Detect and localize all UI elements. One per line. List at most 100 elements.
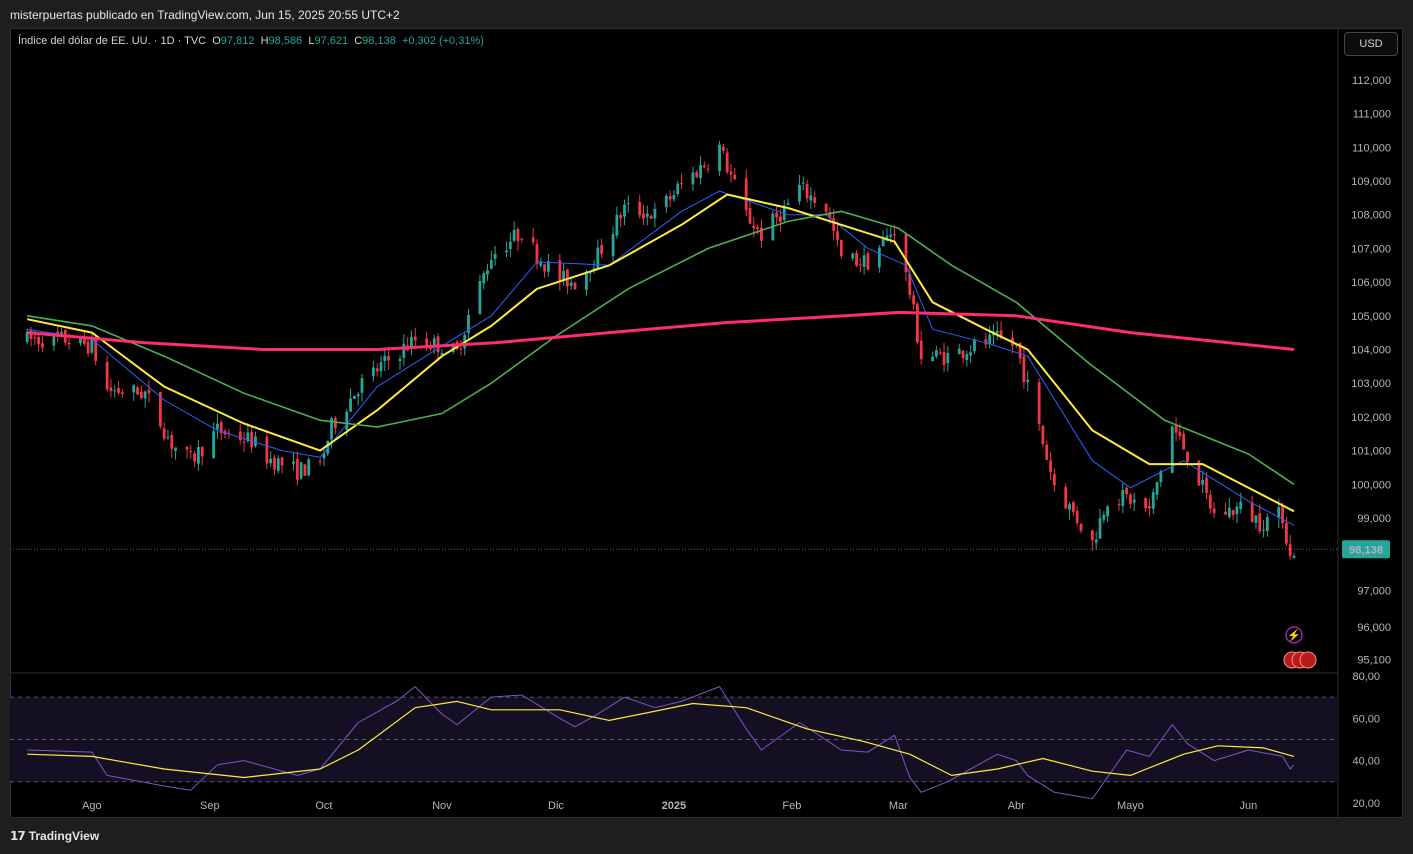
candle-body: [322, 453, 326, 459]
price-tick-label: 111,000: [1353, 109, 1391, 121]
open-value: 97,812: [220, 35, 255, 47]
candle-body: [375, 368, 379, 372]
candle-body: [356, 394, 360, 397]
candle-body: [1258, 513, 1262, 532]
time-tick-label: 2025: [662, 800, 686, 812]
candle-body: [1277, 507, 1281, 518]
candle-body: [721, 146, 725, 151]
candle-body: [330, 418, 333, 440]
tradingview-brand[interactable]: 𝟭𝟳 TradingView: [10, 829, 99, 843]
candle-body: [706, 168, 710, 170]
candle-body: [166, 436, 170, 438]
candle-body: [90, 338, 94, 353]
candle-body: [120, 392, 124, 395]
candle-body: [725, 152, 729, 173]
price-tick-label: 106,000: [1351, 277, 1391, 289]
candle-body: [136, 387, 139, 395]
candle-body: [699, 165, 702, 179]
candle-body: [862, 255, 866, 267]
price-tick-label: 110,000: [1352, 142, 1391, 154]
candle-body: [893, 234, 896, 236]
currency-button[interactable]: USD: [1344, 32, 1398, 56]
candle-body: [265, 436, 269, 464]
candle-body: [429, 347, 432, 350]
candle-body: [1170, 426, 1174, 473]
candle-body: [915, 303, 919, 343]
candle-body: [1129, 494, 1132, 505]
candle-body: [626, 202, 630, 204]
candle-body: [212, 431, 216, 459]
candle-body: [303, 464, 307, 476]
candle-body: [858, 264, 862, 266]
candle-body: [866, 253, 870, 270]
candle-body: [60, 331, 63, 334]
candle-body: [143, 391, 147, 399]
candle-body: [676, 183, 680, 195]
candle-body: [885, 235, 889, 241]
candle-body: [1102, 514, 1106, 520]
price-tick-label: 102,000: [1351, 412, 1391, 424]
candle-body: [1045, 444, 1049, 460]
candle-body: [756, 227, 760, 229]
time-tick-label: Oct: [315, 800, 332, 812]
candle-body: [638, 202, 642, 216]
candles: [25, 140, 1296, 560]
candle-body: [139, 391, 143, 399]
candle-body: [938, 352, 942, 354]
candle-body: [216, 423, 219, 430]
tradingview-logo-icon: 𝟭𝟳: [10, 829, 26, 843]
candle-body: [729, 171, 733, 175]
candle-body: [1178, 431, 1182, 437]
symbol-label: Índice del dólar de EE. UU. · 1D · TVC: [18, 35, 207, 47]
candle-body: [1284, 523, 1288, 544]
candle-body: [889, 234, 893, 237]
candle-body: [299, 462, 303, 479]
candle-body: [733, 174, 737, 180]
change-value: +0,302 (+0,31%): [401, 35, 484, 47]
candle-body: [596, 247, 600, 269]
last-price-label: 98,138: [1349, 544, 1383, 556]
us-flag-event-icon: [1299, 651, 1317, 669]
candle-body: [1205, 477, 1208, 493]
candle-body: [973, 339, 976, 352]
candle-body: [482, 273, 486, 284]
candle-body: [839, 240, 843, 257]
candle-body: [585, 271, 588, 290]
rsi-tick-label: 80,00: [1352, 671, 1380, 683]
low-value: 97,621: [314, 35, 349, 47]
candle-body: [132, 385, 136, 393]
candle-body: [379, 362, 383, 372]
candle-body: [486, 270, 489, 275]
candle-body: [459, 348, 463, 350]
candle-body: [1288, 544, 1292, 556]
candle-body: [642, 213, 645, 219]
candle-body: [1094, 539, 1098, 543]
candle-body: [718, 144, 721, 172]
candle-body: [995, 330, 999, 334]
candle-body: [82, 335, 86, 345]
candle-body: [200, 447, 204, 457]
candle-body: [41, 343, 44, 348]
open-label: O: [212, 35, 221, 47]
candle-body: [440, 352, 444, 355]
candle-body: [360, 378, 364, 393]
candle-body: [1182, 433, 1186, 450]
candle-body: [238, 431, 242, 441]
candle-body: [680, 183, 683, 185]
candle-body: [611, 234, 615, 257]
time-tick-label: Dic: [548, 800, 564, 812]
candle-body: [1250, 502, 1254, 522]
moving-average-ma_mid: [26, 193, 1295, 513]
last-price-badge: [1342, 540, 1390, 559]
candle-body: [170, 434, 174, 449]
candle-body: [520, 238, 524, 240]
brand-label: TradingView: [28, 829, 100, 843]
candle-body: [147, 389, 151, 394]
candle-body: [295, 459, 299, 480]
time-tick-label: Feb: [782, 800, 801, 812]
low-label: L: [308, 35, 315, 47]
candle-body: [877, 247, 881, 268]
candle-body: [1201, 479, 1205, 485]
candle-body: [512, 229, 516, 241]
